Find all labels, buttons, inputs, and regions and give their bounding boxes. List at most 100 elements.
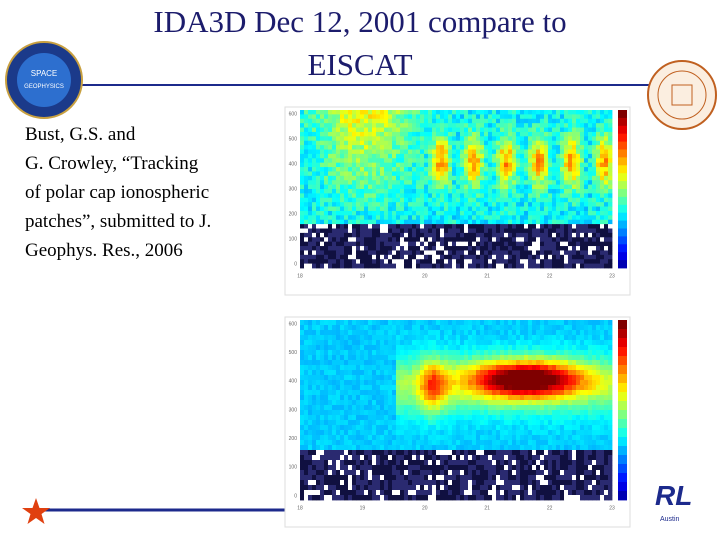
heatmap-cell: [424, 175, 429, 181]
heatmap-cell: [528, 224, 533, 229]
heatmap-cell: [356, 395, 361, 401]
heatmap-cell: [312, 263, 317, 269]
heatmap-cell: [388, 197, 393, 203]
heatmap-cell: [480, 440, 485, 446]
heatmap-cell: [352, 380, 357, 386]
heatmap-cell: [444, 162, 449, 168]
heatmap-cell: [496, 415, 501, 421]
heatmap-cell: [468, 193, 473, 199]
heatmap-cell: [552, 440, 557, 446]
heatmap-cell: [332, 395, 337, 401]
heatmap-cell: [392, 259, 397, 265]
heatmap-cell: [504, 335, 509, 341]
heatmap-cell: [384, 241, 389, 247]
heatmap-cell: [380, 118, 385, 124]
heatmap-cell: [472, 193, 477, 199]
heatmap-cell: [492, 254, 497, 260]
heatmap-cell: [380, 175, 385, 181]
heatmap-cell: [380, 390, 385, 396]
heatmap-cell: [472, 167, 477, 172]
heatmap-cell: [384, 228, 389, 234]
heatmap-cell: [600, 136, 605, 142]
heatmap-cell: [408, 375, 413, 381]
heatmap-cell: [492, 202, 497, 207]
heatmap-cell: [424, 385, 429, 391]
heatmap-cell: [380, 455, 385, 461]
heatmap-cell: [480, 180, 485, 186]
heatmap-cell: [504, 140, 509, 146]
heatmap-cell: [380, 162, 385, 168]
heatmap-cell: [320, 395, 325, 401]
heatmap-cell: [408, 127, 413, 133]
heatmap-cell: [448, 158, 453, 164]
heatmap-cell: [368, 118, 373, 124]
heatmap-cell: [540, 136, 545, 142]
heatmap-cell: [520, 410, 525, 416]
heatmap-cell: [532, 400, 537, 406]
heatmap-cell: [384, 345, 389, 351]
heatmap-cell: [508, 127, 513, 133]
heatmap-cell: [528, 202, 533, 207]
heatmap-cell: [532, 206, 537, 212]
heatmap-cell: [580, 385, 585, 391]
heatmap-cell: [592, 430, 597, 436]
heatmap-cell: [332, 360, 337, 366]
heatmap-cell: [424, 193, 429, 199]
heatmap-cell: [404, 380, 409, 386]
heatmap-cell: [384, 355, 389, 361]
heatmap-cell: [328, 450, 333, 456]
heatmap-cell: [608, 167, 613, 172]
heatmap-cell: [564, 335, 569, 341]
heatmap-cell: [528, 380, 533, 386]
heatmap-cell: [580, 430, 585, 436]
heatmap-cell: [552, 123, 557, 128]
heatmap-cell: [608, 110, 613, 115]
heatmap-cell: [300, 167, 305, 172]
heatmap-cell: [412, 385, 417, 391]
heatmap-cell: [480, 254, 485, 260]
heatmap-cell: [580, 250, 585, 256]
heatmap-cell: [300, 430, 305, 436]
heatmap-cell: [464, 246, 469, 251]
heatmap-cell: [596, 335, 601, 341]
heatmap-cell: [600, 215, 605, 221]
heatmap-cell: [568, 420, 573, 426]
heatmap-cell: [356, 131, 361, 137]
heatmap-cell: [508, 259, 513, 265]
heatmap-cell: [484, 420, 489, 426]
heatmap-cell: [392, 430, 397, 436]
heatmap-cell: [396, 131, 401, 137]
heatmap-cell: [460, 385, 465, 391]
heatmap-cell: [488, 118, 493, 124]
heatmap-cell: [312, 140, 317, 146]
heatmap-cell: [388, 440, 393, 446]
heatmap-cell: [484, 210, 489, 216]
heatmap-cell: [352, 455, 357, 461]
heatmap-cell: [420, 345, 425, 351]
heatmap-cell: [488, 405, 493, 411]
heatmap-cell: [564, 193, 569, 199]
heatmap-cell: [300, 380, 305, 386]
heatmap-cell: [552, 450, 557, 456]
heatmap-cell: [492, 390, 497, 396]
heatmap-cell: [372, 110, 377, 115]
heatmap-cell: [504, 224, 509, 229]
heatmap-cell: [328, 197, 333, 203]
heatmap-cell: [580, 118, 585, 124]
heatmap-cell: [356, 340, 361, 346]
heatmap-cell: [344, 215, 349, 221]
heatmap-cell: [424, 219, 429, 225]
heatmap-cell: [340, 232, 345, 238]
heatmap-cell: [456, 263, 461, 269]
heatmap-cell: [372, 215, 377, 221]
heatmap-cell: [480, 400, 485, 406]
heatmap-cell: [452, 215, 457, 221]
heatmap-cell: [580, 445, 585, 451]
heatmap-cell: [512, 127, 517, 133]
heatmap-cell: [604, 415, 609, 421]
heatmap-cell: [412, 345, 417, 351]
heatmap-cell: [564, 127, 569, 133]
heatmap-cell: [304, 246, 309, 251]
heatmap-cell: [508, 365, 513, 371]
heatmap-cell: [436, 237, 441, 243]
